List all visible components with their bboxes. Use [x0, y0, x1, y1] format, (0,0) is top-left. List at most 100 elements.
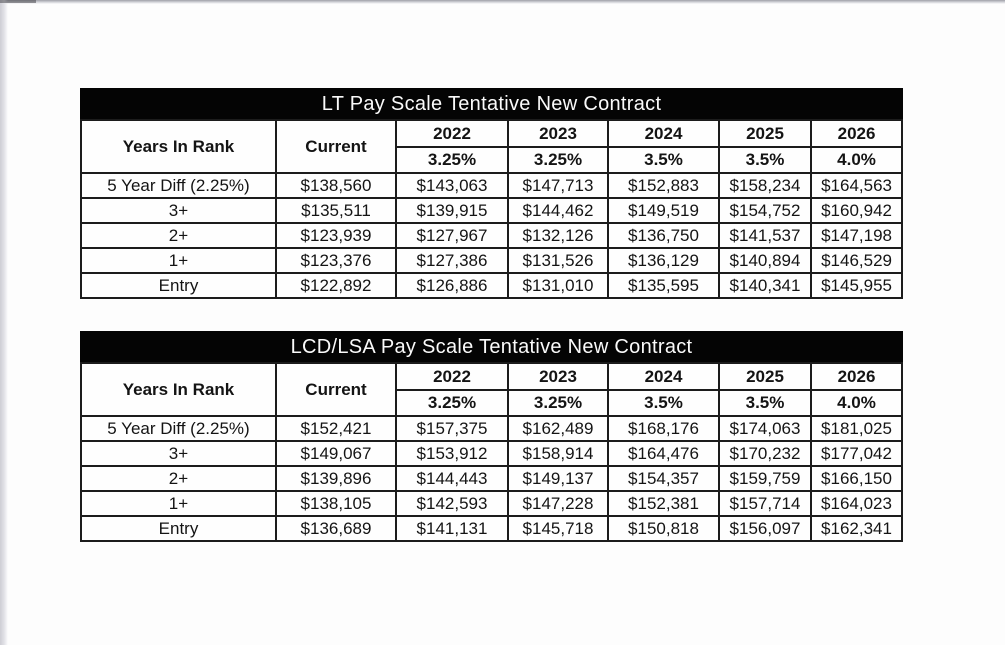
table-title-row: LT Pay Scale Tentative New Contract — [79, 88, 904, 121]
salary-cell: $158,234 — [718, 172, 812, 199]
scan-edge-top — [0, 0, 1005, 4]
salary-cell: $136,129 — [607, 247, 720, 274]
raise-pct-header: 3.25% — [507, 389, 609, 417]
salary-cell: $152,421 — [275, 415, 397, 442]
salary-cell: $154,357 — [607, 465, 720, 492]
salary-cell: $152,381 — [607, 490, 720, 517]
table-row: Entry $122,892 $126,886 $131,010 $135,595 $14… — [80, 272, 904, 299]
year-header: 2026 — [809, 119, 904, 148]
salary-cell: $138,105 — [275, 490, 397, 517]
salary-cell: $145,718 — [507, 515, 609, 542]
salary-cell: $158,914 — [507, 440, 609, 467]
salary-cell: $174,063 — [718, 415, 812, 442]
document-page: LT Pay Scale Tentative New Contract Years… — [8, 4, 1005, 645]
salary-cell: $142,593 — [395, 490, 509, 517]
table-title-row: LCD/LSA Pay Scale Tentative New Contract — [79, 331, 904, 364]
rank-cell: 2+ — [80, 222, 277, 249]
rank-cell: 5 Year Diff (2.25%) — [80, 415, 277, 442]
salary-cell: $139,896 — [275, 465, 397, 492]
lcdlsa-pay-table-section: LCD/LSA Pay Scale Tentative New Contract… — [79, 331, 904, 542]
table-row: 2+ $139,896 $144,443 $149,137 $154,357 $159,7… — [80, 465, 904, 492]
raise-pct-header: 3.5% — [607, 146, 720, 174]
salary-cell: $164,476 — [607, 440, 720, 467]
salary-cell: $177,042 — [809, 440, 904, 467]
salary-cell: $149,137 — [507, 465, 609, 492]
table-row: 5 Year Diff (2.25%) $138,560 $143,063 $147,… — [80, 172, 904, 199]
year-header: 2025 — [718, 362, 812, 391]
salary-cell: $144,443 — [395, 465, 509, 492]
salary-cell: $140,894 — [718, 247, 812, 274]
pay-table: LT Pay Scale Tentative New Contract Years… — [79, 88, 904, 299]
table-title: LT Pay Scale Tentative New Contract — [79, 88, 904, 121]
raise-pct-header-row: 3.25% 3.25% 3.5% 3.5% 4.0% — [81, 389, 904, 417]
salary-cell: $126,886 — [395, 272, 509, 299]
salary-cell: $162,341 — [809, 515, 904, 542]
salary-cell: $152,883 — [607, 172, 720, 199]
salary-cell: $132,126 — [507, 222, 609, 249]
salary-cell: $153,912 — [395, 440, 509, 467]
salary-cell: $135,595 — [607, 272, 720, 299]
salary-cell: $162,489 — [507, 415, 609, 442]
year-header: 2024 — [607, 362, 720, 391]
rank-cell: Entry — [80, 515, 277, 542]
raise-pct-header: 3.25% — [395, 146, 509, 174]
salary-cell: $123,939 — [275, 222, 397, 249]
salary-cell: $166,150 — [809, 465, 904, 492]
salary-cell: $181,025 — [809, 415, 904, 442]
raise-pct-header: 3.5% — [718, 389, 812, 417]
salary-cell: $135,511 — [275, 197, 397, 224]
salary-cell: $140,341 — [718, 272, 812, 299]
year-header: 2022 — [395, 362, 509, 391]
salary-cell: $138,560 — [275, 172, 397, 199]
salary-cell: $131,010 — [507, 272, 609, 299]
years-in-rank-header: Years In Rank — [80, 119, 277, 174]
salary-cell: $168,176 — [607, 415, 720, 442]
year-header: 2023 — [507, 362, 609, 391]
scan-artifact-mark — [0, 0, 36, 3]
salary-cell: $157,714 — [718, 490, 812, 517]
years-in-rank-header: Years In Rank — [80, 362, 277, 417]
salary-cell: $141,537 — [718, 222, 812, 249]
raise-pct-header: 3.25% — [507, 146, 609, 174]
salary-cell: $149,519 — [607, 197, 720, 224]
salary-cell: $159,759 — [718, 465, 812, 492]
salary-cell: $136,689 — [275, 515, 397, 542]
year-header: 2026 — [809, 362, 904, 391]
rank-cell: 3+ — [80, 197, 277, 224]
table-row: 2+ $123,939 $127,967 $132,126 $136,750 $141,5… — [80, 222, 904, 249]
rank-cell: Entry — [80, 272, 277, 299]
salary-cell: $139,915 — [395, 197, 509, 224]
salary-cell: $157,375 — [395, 415, 509, 442]
current-header: Current — [275, 362, 397, 417]
year-header-row: Years In Rank Current 2022 2023 2024 2025 2026 — [80, 119, 904, 174]
salary-cell: $156,097 — [718, 515, 812, 542]
rank-cell: 1+ — [80, 247, 277, 274]
raise-pct-header: 3.5% — [718, 146, 812, 174]
lt-pay-table-section: LT Pay Scale Tentative New Contract Years… — [79, 88, 904, 299]
table-row: Entry $136,689 $141,131 $145,718 $150,818 $15… — [80, 515, 904, 542]
table-row: 3+ $149,067 $153,912 $158,914 $164,476 $170,2… — [80, 440, 904, 467]
rank-cell: 1+ — [80, 490, 277, 517]
salary-cell: $147,228 — [507, 490, 609, 517]
salary-cell: $123,376 — [275, 247, 397, 274]
salary-cell: $147,713 — [507, 172, 609, 199]
salary-cell: $127,386 — [395, 247, 509, 274]
year-header: 2023 — [507, 119, 609, 148]
raise-pct-header: 4.0% — [809, 389, 904, 417]
table-title: LCD/LSA Pay Scale Tentative New Contract — [79, 331, 904, 364]
salary-cell: $146,529 — [809, 247, 904, 274]
rank-cell: 3+ — [80, 440, 277, 467]
table-row: 3+ $135,511 $139,915 $144,462 $149,519 $154,7… — [80, 197, 904, 224]
salary-cell: $131,526 — [507, 247, 609, 274]
rank-cell: 5 Year Diff (2.25%) — [80, 172, 277, 199]
salary-cell: $164,563 — [809, 172, 904, 199]
year-header-row: Years In Rank Current 2022 2023 2024 2025 2026 — [80, 362, 904, 417]
year-header: 2022 — [395, 119, 509, 148]
salary-cell: $127,967 — [395, 222, 509, 249]
salary-cell: $143,063 — [395, 172, 509, 199]
salary-cell: $170,232 — [718, 440, 812, 467]
raise-pct-header: 3.25% — [395, 389, 509, 417]
salary-cell: $141,131 — [395, 515, 509, 542]
salary-cell: $164,023 — [809, 490, 904, 517]
